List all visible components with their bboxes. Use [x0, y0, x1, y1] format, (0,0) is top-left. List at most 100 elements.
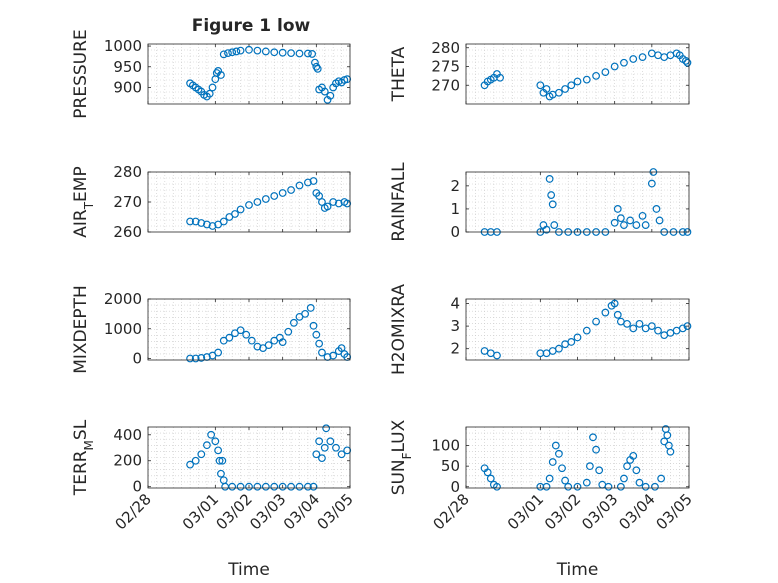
y-tick-label: 1000 [104, 37, 142, 55]
data-point [270, 48, 279, 57]
x-tick-label: 02/28 [430, 490, 473, 533]
data-point [212, 69, 221, 77]
data-point [620, 474, 628, 483]
data-point [654, 326, 662, 335]
y-tick-label: 50 [441, 457, 460, 475]
data-point [555, 88, 563, 97]
y-tick-label: 3 [450, 317, 460, 335]
data-point [595, 466, 604, 475]
grid [148, 299, 350, 360]
data-point [217, 469, 225, 478]
data-point [318, 348, 326, 357]
x-tick-label: 03/05 [653, 490, 696, 533]
data-point [211, 437, 220, 446]
data-point [236, 482, 245, 491]
data-point [334, 199, 343, 208]
data-point [215, 456, 224, 465]
data-point [311, 58, 319, 67]
data-point [623, 462, 631, 471]
data-point [304, 49, 312, 58]
data-point [231, 210, 239, 218]
data-point [278, 482, 287, 491]
data-point [218, 456, 227, 465]
data-point [312, 330, 321, 339]
data-point [284, 327, 293, 336]
data-point [309, 321, 318, 330]
data-point [197, 450, 206, 459]
data-point [225, 333, 234, 342]
data-point [217, 71, 225, 79]
data-point [548, 458, 557, 466]
data-point [287, 49, 295, 58]
data-point [638, 211, 647, 220]
data-point [191, 456, 200, 465]
data-point [191, 354, 200, 363]
y-tick-label: 0 [132, 350, 142, 368]
data-point [638, 53, 647, 62]
data-point [343, 446, 352, 455]
grid [466, 299, 689, 360]
data-point [567, 338, 576, 346]
axes-box [465, 43, 690, 105]
data-point [493, 482, 501, 491]
data-point [545, 175, 554, 183]
data-point [555, 449, 563, 458]
y-tick-label: 1000 [104, 320, 142, 338]
data-point [219, 217, 228, 226]
axes-box [147, 426, 351, 489]
series-markers [480, 299, 692, 360]
data-point [620, 58, 628, 67]
data-point [641, 221, 650, 229]
data-point [337, 450, 346, 459]
data-point [536, 81, 545, 90]
data-point [287, 186, 295, 194]
y-axis-label: THETA [389, 46, 409, 102]
y-tick-label: 950 [113, 58, 142, 76]
y-tick-label: 100 [431, 437, 460, 455]
subplot-rainfall: 0 1 2 RAINFALL [389, 162, 692, 242]
data-point [318, 454, 326, 463]
subplot-h2omixra: 2 3 4 H2OMIXRA [389, 284, 692, 375]
y-axis-label: TERRMSL [71, 419, 96, 496]
data-point [203, 220, 211, 229]
y-tick-label: 0 [450, 223, 460, 241]
data-point [304, 178, 312, 187]
axes-box [147, 43, 351, 105]
data-point [548, 200, 557, 209]
figure-title: Figure 1 low [192, 16, 311, 36]
y-tick-label: 0 [132, 478, 142, 496]
data-point [309, 482, 318, 491]
data-point [219, 50, 228, 59]
data-point [343, 199, 352, 208]
data-point [678, 324, 687, 333]
data-point [620, 221, 628, 229]
data-point [582, 75, 591, 84]
subplot-mixdepth: 0 1000 2000 MIXDEPTH [71, 285, 352, 374]
series-markers [480, 49, 692, 101]
x-axis-label: Time [227, 560, 270, 580]
data-point [585, 462, 594, 471]
data-point [610, 299, 619, 308]
y-tick-label: 4 [450, 295, 460, 313]
x-axis-label: Time [556, 560, 599, 580]
data-point [253, 198, 262, 206]
y-axis-label: RAINFALL [389, 162, 409, 242]
data-point [270, 192, 279, 200]
y-tick-label: 275 [431, 58, 460, 76]
data-point [652, 205, 661, 213]
data-point [312, 62, 321, 71]
data-point [632, 466, 641, 475]
data-point [242, 330, 251, 339]
y-tick-label: 270 [113, 193, 142, 211]
data-point [306, 304, 315, 312]
data-point [655, 216, 664, 225]
data-point [561, 85, 570, 93]
data-point [228, 48, 237, 57]
y-tick-label: 280 [431, 39, 460, 57]
y-tick-label: 200 [113, 452, 142, 470]
data-point [326, 437, 335, 446]
data-point [214, 446, 223, 455]
y-tick-label: 400 [113, 426, 142, 444]
x-tick-label: 03/03 [578, 490, 621, 533]
